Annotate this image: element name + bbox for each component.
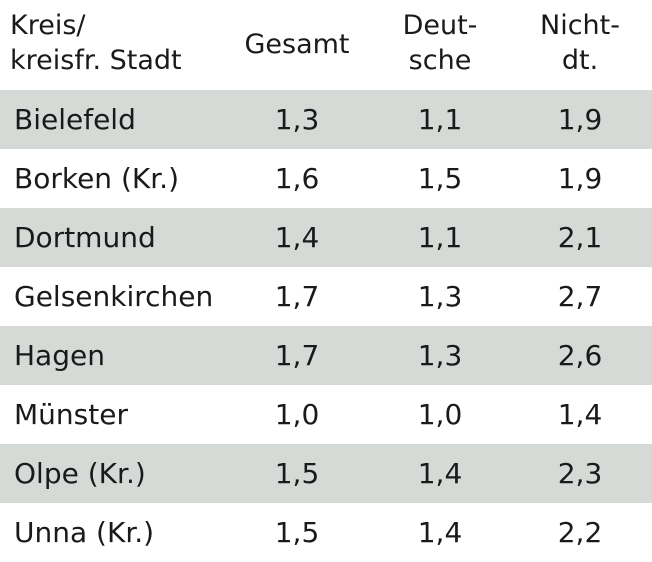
german-value: 1,0 [417, 398, 463, 431]
german-value: 1,3 [417, 339, 463, 372]
total-value: 1,5 [274, 516, 320, 549]
german-value: 1,4 [417, 516, 463, 549]
total-value: 1,6 [274, 162, 320, 195]
table-row: Olpe (Kr.) 1,5 1,4 2,3 [0, 444, 652, 503]
header-region: Kreis/ kreisfr. Stadt [10, 10, 182, 76]
header-non-german: Nicht- dt. [540, 10, 620, 76]
row-label: Gelsenkirchen [14, 280, 214, 313]
total-value: 1,0 [274, 398, 320, 431]
non-german-value: 2,3 [557, 457, 603, 490]
row-label: Hagen [14, 339, 105, 372]
row-label: Münster [14, 398, 128, 431]
row-label: Bielefeld [14, 103, 136, 136]
row-label: Unna (Kr.) [14, 516, 155, 549]
table-row: Hagen 1,7 1,3 2,6 [0, 326, 652, 385]
total-value: 1,7 [274, 339, 320, 372]
german-value: 1,3 [417, 280, 463, 313]
german-value: 1,1 [417, 103, 463, 136]
table-row: Borken (Kr.) 1,6 1,5 1,9 [0, 149, 652, 208]
total-value: 1,7 [274, 280, 320, 313]
table-row: Münster 1,0 1,0 1,4 [0, 385, 652, 444]
row-label: Borken (Kr.) [14, 162, 179, 195]
non-german-value: 1,4 [557, 398, 603, 431]
non-german-value: 1,9 [557, 103, 603, 136]
non-german-value: 2,6 [557, 339, 603, 372]
header-total: Gesamt [244, 29, 350, 60]
german-value: 1,5 [417, 162, 463, 195]
row-label: Olpe (Kr.) [14, 457, 146, 490]
non-german-value: 1,9 [557, 162, 603, 195]
table-row: Bielefeld 1,3 1,1 1,9 [0, 90, 652, 149]
german-value: 1,1 [417, 221, 463, 254]
row-label: Dortmund [14, 221, 156, 254]
table-row: Gelsenkirchen 1,7 1,3 2,7 [0, 267, 652, 326]
non-german-value: 2,1 [557, 221, 603, 254]
total-value: 1,3 [274, 103, 320, 136]
table-row: Unna (Kr.) 1,5 1,4 2,2 [0, 503, 652, 562]
table-row: Dortmund 1,4 1,1 2,1 [0, 208, 652, 267]
non-german-value: 2,7 [557, 280, 603, 313]
german-value: 1,4 [417, 457, 463, 490]
non-german-value: 2,2 [557, 516, 603, 549]
header-german: Deut- sche [402, 10, 478, 76]
table-body: Bielefeld 1,3 1,1 1,9 Borken (Kr.) 1,6 1,5 1,9 D… [0, 90, 652, 562]
total-value: 1,5 [274, 457, 320, 490]
table-header: Kreis/ kreisfr. Stadt Gesamt Deut- sche … [0, 0, 652, 90]
total-value: 1,4 [274, 221, 320, 254]
